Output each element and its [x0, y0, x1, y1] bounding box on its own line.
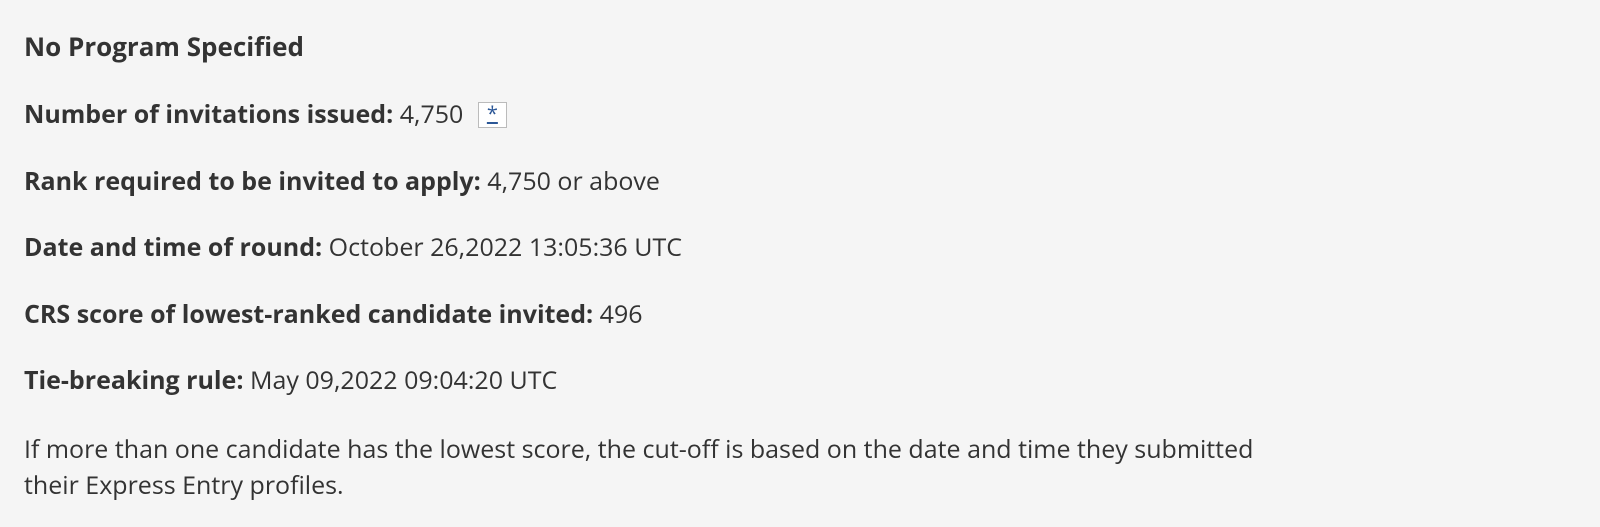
row-rank: Rank required to be invited to apply: 4,…	[24, 165, 1576, 198]
label-crs: CRS score of lowest-ranked candidate inv…	[24, 297, 593, 331]
value-invitations: 4,750	[400, 97, 464, 131]
asterisk-icon: *	[487, 100, 498, 127]
row-tiebreak: Tie-breaking rule: May 09,2022 09:04:20 …	[24, 364, 1576, 397]
label-datetime: Date and time of round:	[24, 230, 322, 264]
label-invitations: Number of invitations issued:	[24, 97, 393, 131]
value-rank: 4,750 or above	[487, 164, 660, 198]
value-datetime: October 26,2022 13:05:36 UTC	[329, 230, 682, 264]
value-tiebreak: May 09,2022 09:04:20 UTC	[250, 363, 557, 397]
label-tiebreak: Tie-breaking rule:	[24, 363, 243, 397]
footnote-link[interactable]: *	[478, 102, 507, 128]
value-crs: 496	[600, 297, 643, 331]
explanation-text: If more than one candidate has the lowes…	[24, 431, 1304, 504]
row-invitations: Number of invitations issued: 4,750 *	[24, 98, 1576, 131]
program-heading: No Program Specified	[24, 28, 1576, 64]
row-datetime: Date and time of round: October 26,2022 …	[24, 231, 1576, 264]
label-rank: Rank required to be invited to apply:	[24, 164, 481, 198]
row-crs: CRS score of lowest-ranked candidate inv…	[24, 298, 1576, 331]
